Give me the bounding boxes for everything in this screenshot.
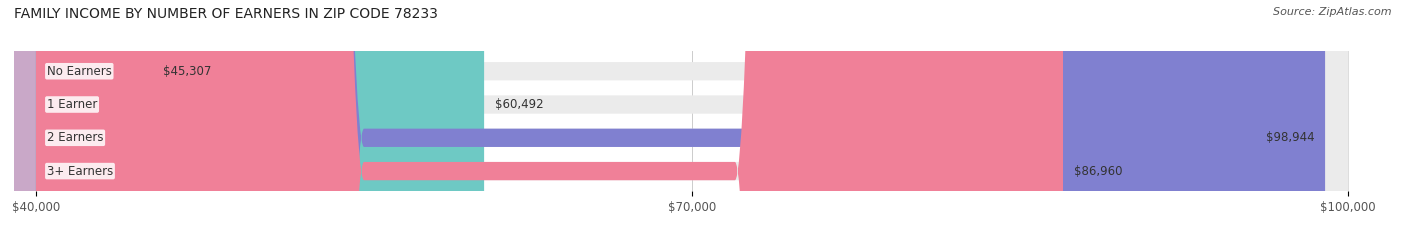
FancyBboxPatch shape: [37, 0, 1348, 233]
FancyBboxPatch shape: [0, 0, 364, 233]
Text: Source: ZipAtlas.com: Source: ZipAtlas.com: [1274, 7, 1392, 17]
FancyBboxPatch shape: [37, 0, 1348, 233]
FancyBboxPatch shape: [37, 0, 1063, 233]
Text: 3+ Earners: 3+ Earners: [46, 164, 112, 178]
FancyBboxPatch shape: [37, 0, 1348, 233]
Text: $86,960: $86,960: [1074, 164, 1122, 178]
FancyBboxPatch shape: [37, 0, 484, 233]
Text: $98,944: $98,944: [1265, 131, 1315, 144]
Text: No Earners: No Earners: [46, 65, 111, 78]
Text: 2 Earners: 2 Earners: [46, 131, 104, 144]
Text: 1 Earner: 1 Earner: [46, 98, 97, 111]
Text: FAMILY INCOME BY NUMBER OF EARNERS IN ZIP CODE 78233: FAMILY INCOME BY NUMBER OF EARNERS IN ZI…: [14, 7, 437, 21]
FancyBboxPatch shape: [37, 0, 1324, 233]
FancyBboxPatch shape: [37, 0, 1348, 233]
Text: $45,307: $45,307: [163, 65, 211, 78]
Text: $60,492: $60,492: [495, 98, 544, 111]
